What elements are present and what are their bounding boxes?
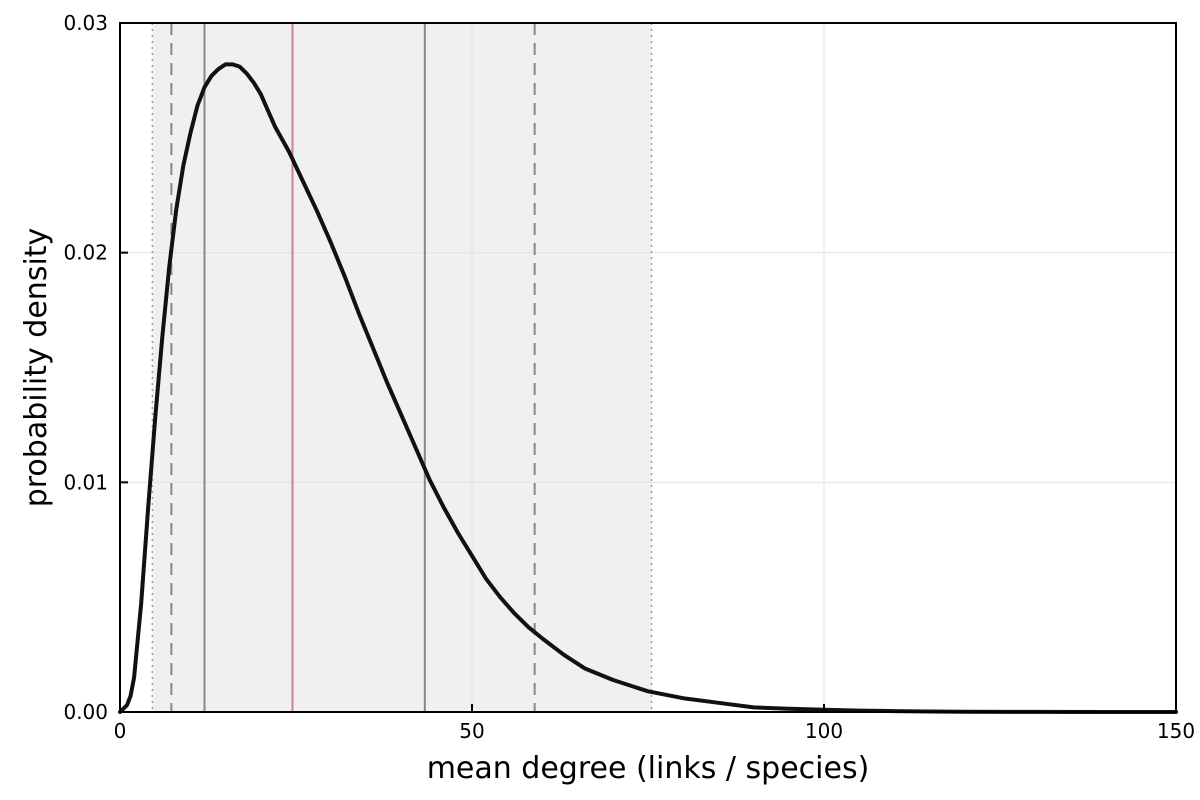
y-tick-label: 0.01 [63, 470, 108, 494]
plot-frame [119, 22, 1177, 713]
y-tick-label: 0.03 [63, 11, 108, 35]
credible-interval-band [152, 23, 652, 712]
reference-lines [151, 23, 653, 712]
x-tick-label: 150 [1157, 719, 1195, 743]
x-tick-label: 100 [805, 719, 843, 743]
interval-shade [152, 23, 652, 712]
series-layer [118, 62, 1178, 714]
x-tick-label: 50 [459, 719, 484, 743]
y-tick-label: 0.00 [63, 700, 108, 724]
grid [120, 23, 1176, 712]
y-tick-label: 0.02 [63, 241, 108, 265]
y-axis-ticks: 0.00 0.01 0.02 0.03 [63, 11, 128, 724]
x-axis-ticks: 0 50 100 150 [114, 704, 1195, 743]
density-curve [118, 62, 1178, 714]
plot-border [119, 22, 1177, 713]
x-tick-label: 0 [114, 719, 127, 743]
y-axis-label: probability density [19, 228, 54, 508]
x-axis-label: mean degree (links / species) [427, 751, 870, 786]
